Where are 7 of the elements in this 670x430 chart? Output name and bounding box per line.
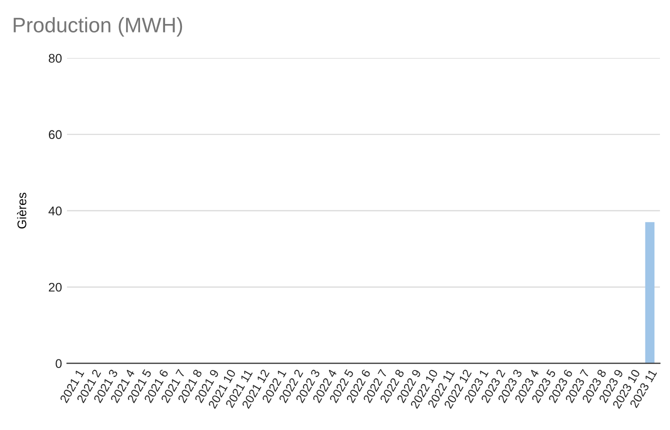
y-tick-label: 20: [48, 282, 62, 292]
y-tick-label: 80: [48, 54, 62, 63]
y-axis-title: Gières: [16, 192, 26, 228]
y-tick-label: 60: [48, 130, 62, 140]
y-tick-label: 0: [56, 359, 62, 368]
y-tick-label: 40: [48, 206, 62, 216]
chart-title: Production (MWH): [14, 17, 182, 37]
